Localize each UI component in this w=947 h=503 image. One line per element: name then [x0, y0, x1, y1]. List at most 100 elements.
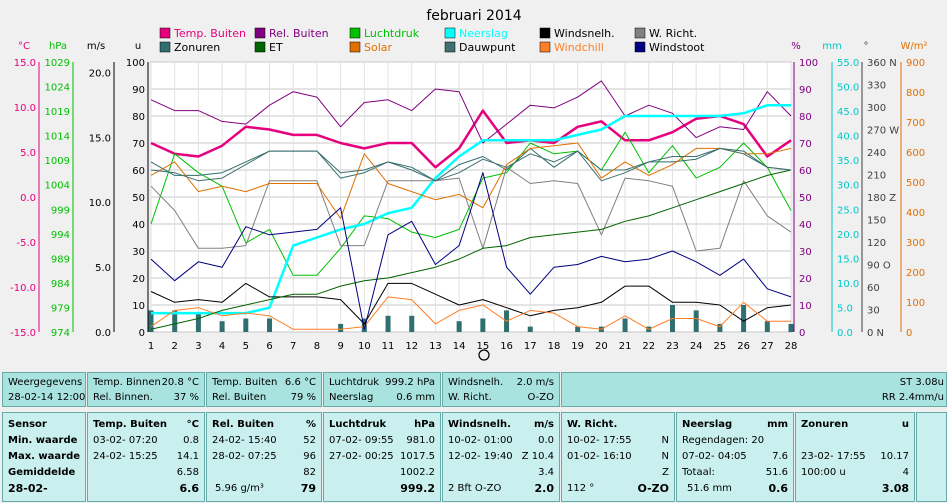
axis-tick-label: 70 — [799, 139, 812, 150]
sun-bar — [527, 326, 533, 332]
ns-max-date: 07-02- 04:05 — [682, 451, 747, 462]
axis-tick-label: 50 — [132, 193, 145, 204]
legend-label: W. Richt. — [649, 27, 697, 40]
axis-tick-label: 20 — [799, 274, 812, 285]
axis-tick-label: 10.0 — [837, 279, 859, 290]
legend-label: Solar — [364, 41, 393, 54]
axis-tick-label: 35.0 — [837, 156, 859, 167]
axis-tick-label: 55.0 — [837, 58, 859, 69]
neerslag-column: Neerslag mm Regendagen: 20 07-02- 04:05 … — [676, 412, 794, 502]
axis-tick-label: 500 — [906, 178, 925, 189]
st-value: ST 3.08u — [899, 377, 944, 388]
ns-total-value: 51.6 — [765, 467, 788, 478]
axis-unit-label: ° — [864, 41, 869, 52]
x-tick-label: 2 — [172, 341, 178, 352]
max-label: Max. waarde — [8, 451, 81, 462]
weergegevens-label: Weergegevens — [8, 377, 83, 388]
axis-tick-label: 5.0 — [95, 263, 111, 274]
rb-min-date: 24-02- 15:40 — [212, 435, 277, 446]
x-tick-label: 4 — [219, 341, 225, 352]
x-tick-label: 11 — [382, 341, 395, 352]
axes: °C15.010.05.00.0-5.0-10.0-15.0hPa1029102… — [10, 41, 927, 339]
axis-tick-label: 1029 — [45, 58, 70, 69]
x-tick-label: 15 — [476, 341, 489, 352]
wricht-value: O-ZO — [527, 392, 554, 403]
axis-tick-label: 180 Z — [867, 193, 896, 204]
ws-avg: 3.4 — [538, 467, 554, 478]
series-line-rel-buiten — [150, 80, 792, 144]
axis-tick-label: 0.0 — [837, 328, 853, 339]
axis-tick-label: 360 N — [867, 58, 897, 69]
axis-tick-label: 15.0 — [89, 133, 111, 144]
axis-tick-label: 40.0 — [837, 132, 859, 143]
sun-bar — [456, 321, 462, 332]
x-tick-label: 16 — [500, 341, 513, 352]
axis-tick-label: 100 — [799, 58, 818, 69]
weather-chart: februari 2014 °C15.010.05.00.0-5.0-10.0-… — [10, 8, 928, 361]
legend-swatch — [539, 27, 551, 39]
series-line-neerslag — [151, 103, 791, 315]
sun-bar — [148, 310, 154, 332]
sun-bar — [243, 318, 249, 332]
sun-bar — [172, 310, 178, 332]
filler-column — [916, 412, 947, 502]
zu-unit: u — [901, 419, 909, 430]
legend-label: Rel. Buiten — [269, 27, 329, 40]
sun-bar — [788, 323, 794, 332]
axis-tick-label: 45.0 — [837, 107, 859, 118]
ws-max-value: Z 10.4 — [521, 451, 554, 462]
axis-tick-label: 270 W — [867, 126, 899, 137]
axis-tick-label: 25.0 — [837, 205, 859, 216]
wind-box: Windsnelh. 2.0 m/s W. Richt. O-ZO — [442, 372, 560, 407]
axis-tick-label: 1024 — [45, 83, 70, 94]
ld-max-date: 27-02- 00:25 — [329, 451, 394, 462]
zu-current: 3.08 — [881, 482, 909, 495]
legend-swatch — [634, 41, 646, 53]
axis-tick-label: 90 — [132, 85, 145, 96]
axis-tick-label: 100 — [906, 298, 925, 309]
outdoor-box: Temp. Buiten 6.6 °C Rel. Buiten 79 % — [206, 372, 322, 407]
legend-swatch — [444, 27, 456, 39]
tb-min-value: 0.8 — [183, 435, 199, 446]
sun-rain-rate-box: ST 3.08u RR 2.4mm/u — [561, 372, 947, 407]
rel-buiten-value: 79 % — [290, 392, 316, 403]
zu-total-label: 100:00 u — [801, 467, 846, 478]
zu-title: Zonuren — [801, 419, 849, 430]
zonuren-column: Zonuren u 23-02- 17:55 10.17 100:00 u 4 … — [795, 412, 915, 502]
rb-absolute: 5.96 g/m³ — [215, 483, 264, 494]
sun-bar — [195, 313, 201, 332]
x-axis-ticks: 1 2 3 4 5 6 7 8 9 10 11 12 13 14 15 16 17 18 19 20 21 22 23 24 2… — [148, 341, 798, 352]
axis-tick-label: 300 — [906, 238, 925, 249]
tb-min-date: 03-02- 07:20 — [93, 435, 158, 446]
ld-max-value: 1017.5 — [400, 451, 435, 462]
rr-value: RR 2.4mm/u — [881, 392, 944, 403]
temp-buiten-label: Temp. Buiten — [212, 377, 278, 388]
axis-tick-label: 300 — [867, 103, 886, 114]
ns-raindays: Regendagen: 20 — [682, 435, 765, 446]
zu-max-date: 23-02- 17:55 — [801, 451, 866, 462]
temp-binnen-value: 20.8 °C — [161, 377, 199, 388]
ws-min-date: 10-02- 01:00 — [448, 435, 513, 446]
sun-bar — [622, 318, 628, 332]
axis-tick-label: 1014 — [45, 132, 70, 143]
axis-tick-label: 1019 — [45, 107, 70, 118]
legend-label: ET — [269, 41, 283, 54]
rel-buiten-column: Rel. Buiten % 24-02- 15:40 52 28-02- 07:… — [206, 412, 322, 502]
ns-total-label: Totaal: — [682, 467, 715, 478]
x-tick-label: 20 — [595, 341, 608, 352]
axis-tick-label: 0 N — [867, 328, 884, 339]
rb-unit: % — [305, 419, 316, 430]
axis-tick-label: 989 — [51, 254, 70, 265]
chart-title: februari 2014 — [426, 8, 521, 24]
axis-tick-label: 40 — [132, 220, 145, 231]
axis-tick-label: 30.0 — [837, 181, 859, 192]
axis-tick-label: 100 — [126, 58, 145, 69]
rel-buiten-label: Rel. Buiten — [212, 392, 267, 403]
axis-tick-label: 90 O — [867, 261, 891, 272]
sun-bar — [361, 318, 367, 332]
axis-unit-label: % — [791, 41, 801, 52]
ws-current: 2.0 — [534, 482, 555, 495]
series-line-windsnelh- — [150, 282, 792, 325]
current-datetime-box: Weergegevens 28-02-14 12:00 — [2, 372, 86, 407]
series-line-windchill — [150, 296, 791, 330]
